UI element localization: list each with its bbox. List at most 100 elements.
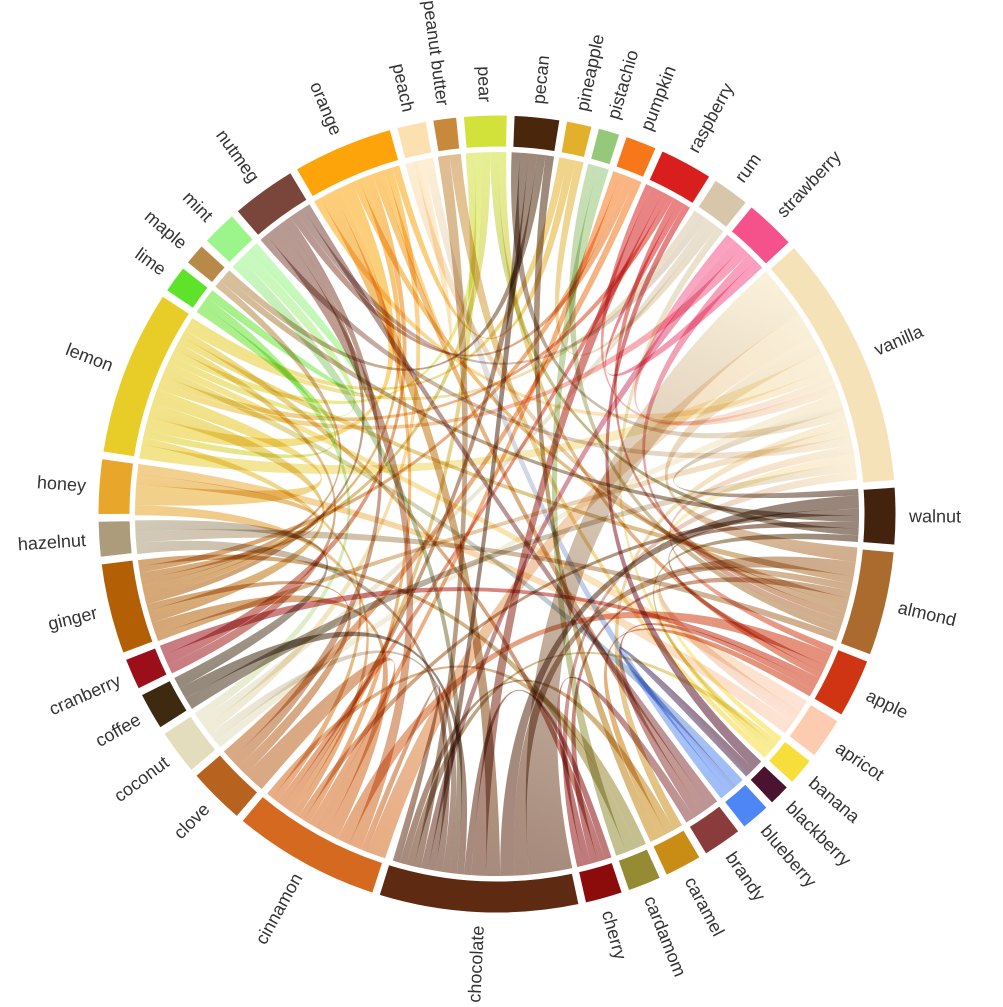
ribbon-nutmeg-brandy — [302, 204, 718, 807]
label-mint: mint — [179, 187, 217, 225]
arc-nutmeg[interactable] — [233, 169, 311, 240]
ribbon-ginger-honey — [136, 474, 319, 580]
label-pecan: pecan — [528, 54, 553, 105]
arc-cranberry[interactable] — [122, 644, 171, 693]
ribbon-almond-hazelnut — [135, 529, 839, 641]
label-coffee: coffee — [92, 709, 144, 751]
ribbon-orange-cranberry — [163, 174, 407, 665]
arc-cherry[interactable] — [575, 859, 626, 907]
ribbon-cinnamon-ginger — [151, 595, 388, 839]
ribbon-lemon-mint — [168, 250, 356, 418]
arc-pear[interactable] — [460, 112, 510, 152]
arc-almond[interactable] — [837, 546, 897, 659]
arc-blackberry[interactable] — [746, 762, 792, 807]
arc-lime[interactable] — [163, 264, 212, 312]
ribbon-strawberry-raspberry — [605, 201, 763, 377]
label-lemon: lemon — [63, 339, 116, 375]
arcs-layer — [95, 112, 899, 916]
arc-peach[interactable] — [393, 118, 435, 162]
arc-walnut[interactable] — [860, 484, 899, 548]
arc-ginger[interactable] — [98, 557, 157, 657]
ribbon-rum-pineapple — [554, 160, 718, 356]
ribbon-coffee-hazelnut — [135, 520, 328, 689]
arc-orange[interactable] — [292, 126, 402, 201]
label-peanut-butter: peanut butter — [419, 0, 453, 107]
label-maple: maple — [141, 206, 191, 253]
label-orange: orange — [306, 79, 346, 138]
label-nutmeg: nutmeg — [212, 126, 263, 186]
arc-clove[interactable] — [192, 751, 262, 821]
label-cinnamon: cinnamon — [251, 870, 306, 948]
ribbon-lemon-apricot — [165, 362, 807, 713]
arc-maple[interactable] — [183, 242, 229, 287]
ribbon-chocolate-cherry — [463, 689, 612, 876]
ribbon-pecan-caramel — [533, 155, 659, 842]
arc-pineapple[interactable] — [558, 118, 596, 161]
arc-peanut-butter[interactable] — [429, 114, 463, 155]
label-brandy: brandy — [722, 848, 770, 905]
arc-mint[interactable] — [202, 212, 257, 267]
arc-brandy[interactable] — [685, 802, 743, 858]
label-pear: pear — [474, 66, 495, 103]
arc-chocolate[interactable] — [376, 861, 582, 916]
ribbons-layer — [135, 152, 860, 876]
ribbon-lemon-honey — [135, 388, 322, 506]
arc-raspberry[interactable] — [645, 147, 714, 207]
label-pineapple: pineapple — [572, 32, 608, 113]
arc-caramel[interactable] — [649, 826, 704, 879]
arc-pistachio[interactable] — [587, 125, 623, 168]
arc-banana[interactable] — [765, 737, 814, 787]
ribbon-almond-apricot — [658, 566, 853, 723]
ribbon-vanilla-nutmeg — [260, 235, 853, 459]
arc-apple[interactable] — [810, 646, 872, 719]
label-cardamom: cardamom — [640, 893, 690, 979]
label-ginger: ginger — [46, 603, 99, 634]
ribbon-lemon-cranberry — [167, 342, 337, 674]
ribbon-chocolate-cinnamon — [360, 684, 441, 863]
ribbon-coconut-lime — [194, 297, 351, 721]
arc-cardamom[interactable] — [614, 845, 664, 894]
label-clove: clove — [170, 799, 214, 843]
ribbon-orange-peach — [378, 159, 452, 340]
arc-hazelnut[interactable] — [95, 518, 135, 560]
label-chocolate: chocolate — [464, 925, 488, 1003]
arc-blueberry[interactable] — [720, 780, 771, 831]
arc-rum[interactable] — [694, 176, 750, 231]
ribbon-ginger-clove — [146, 581, 351, 775]
ribbon-mint-lime — [206, 243, 366, 394]
label-vanilla: vanilla — [871, 321, 927, 360]
ribbon-lemon-raspberry — [159, 195, 674, 422]
arc-lemon[interactable] — [100, 292, 193, 460]
ribbon-ginger-orange — [143, 176, 402, 599]
label-lime: lime — [131, 244, 169, 280]
ribbon-apple-brandy — [618, 623, 817, 818]
label-apricot: apricot — [832, 738, 888, 785]
label-rum: rum — [731, 149, 765, 186]
arc-cinnamon[interactable] — [238, 792, 386, 897]
arc-honey[interactable] — [95, 455, 137, 517]
label-cherry: cherry — [598, 908, 631, 962]
label-honey: honey — [36, 472, 86, 495]
label-strawberry: strawberry — [773, 147, 845, 222]
arc-apricot[interactable] — [785, 701, 842, 760]
label-peach: peach — [388, 62, 418, 114]
label-coconut: coconut — [110, 752, 173, 806]
ribbon-cinnamon-clove — [245, 657, 396, 834]
label-almond: almond — [896, 597, 958, 630]
label-raspberry: raspberry — [684, 80, 738, 156]
arc-coconut[interactable] — [160, 712, 220, 775]
label-walnut: walnut — [908, 506, 961, 526]
arc-coffee[interactable] — [138, 677, 191, 732]
label-hazelnut: hazelnut — [17, 530, 86, 554]
arc-vanilla[interactable] — [766, 243, 898, 486]
ribbon-nutmeg-pumpkin — [290, 176, 635, 357]
ribbon-chocolate-pecan — [428, 152, 529, 871]
ribbon-nutmeg-rum — [296, 208, 707, 365]
label-caramel: caramel — [681, 874, 729, 940]
arc-pecan[interactable] — [510, 112, 563, 155]
arc-pumpkin[interactable] — [612, 133, 660, 181]
arc-strawberry[interactable] — [727, 203, 793, 268]
ribbon-lemon-ginger — [148, 402, 325, 623]
label-pumpkin: pumpkin — [637, 63, 680, 134]
